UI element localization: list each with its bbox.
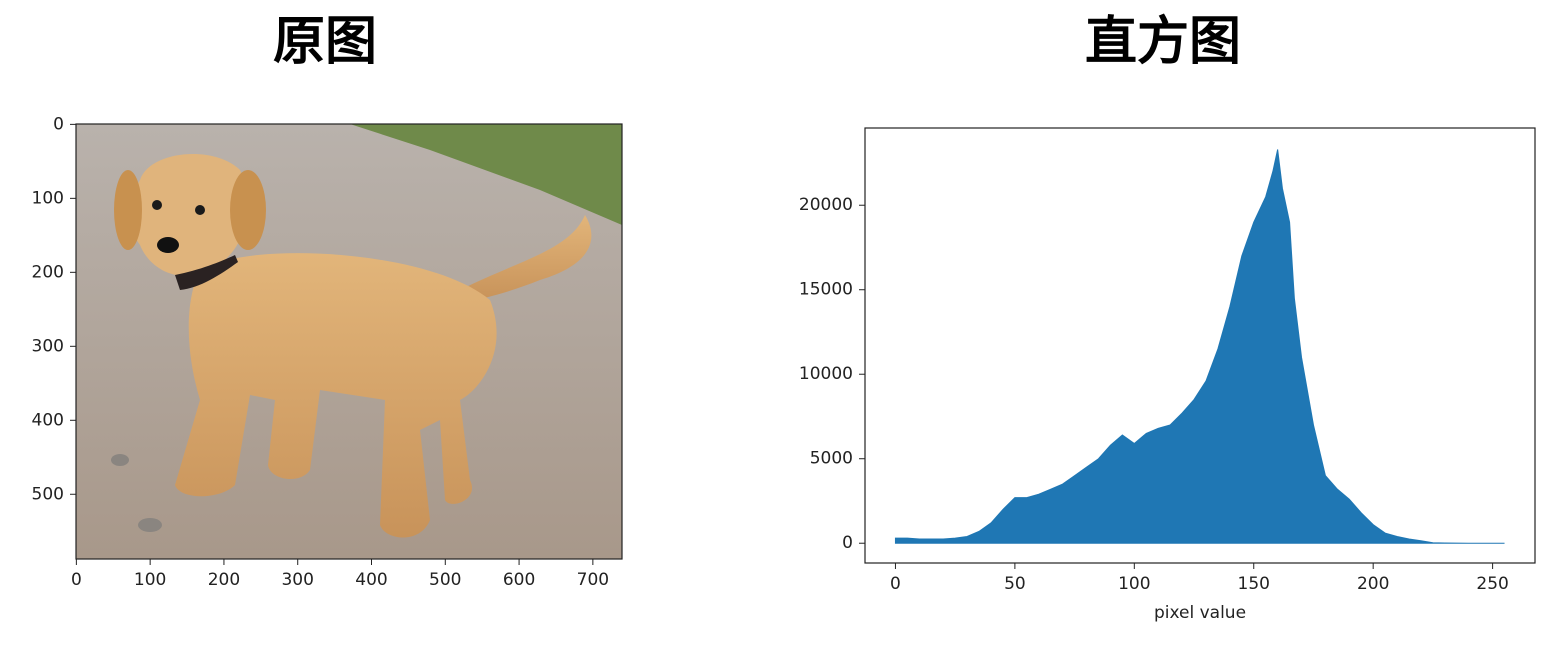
y-tick-label: 500 xyxy=(32,484,64,504)
x-tick-label: 300 xyxy=(281,570,313,590)
x-tick-label: 400 xyxy=(355,570,387,590)
axes-frame xyxy=(864,127,1536,564)
chart-title: 直方图 xyxy=(1085,12,1241,72)
x-tick-label: 200 xyxy=(208,570,240,590)
chart-title: 原图 xyxy=(273,12,377,72)
x-tick-label: 250 xyxy=(1476,574,1508,594)
y-tick-label: 400 xyxy=(32,410,64,430)
x-tick-label: 200 xyxy=(1357,574,1389,594)
x-tick-label: 600 xyxy=(503,570,535,590)
y-tick-label: 15000 xyxy=(799,280,853,300)
y-tick-label: 0 xyxy=(53,114,64,134)
x-tick-label: 150 xyxy=(1238,574,1270,594)
axes-frame xyxy=(75,123,623,560)
x-axis-label: pixel value xyxy=(1154,603,1246,623)
x-tick-label: 700 xyxy=(577,570,609,590)
y-tick-label: 0 xyxy=(842,533,853,553)
y-tick-label: 10000 xyxy=(799,364,853,384)
y-tick-label: 200 xyxy=(32,262,64,282)
x-tick-label: 100 xyxy=(134,570,166,590)
y-tick-label: 5000 xyxy=(810,449,853,469)
histogram-area xyxy=(894,149,1505,544)
x-tick-label: 0 xyxy=(71,570,82,590)
x-tick-label: 0 xyxy=(890,574,901,594)
y-tick-label: 300 xyxy=(32,336,64,356)
x-tick-label: 100 xyxy=(1118,574,1150,594)
photo xyxy=(76,124,622,559)
x-tick-label: 50 xyxy=(1004,574,1026,594)
y-tick-label: 100 xyxy=(32,188,64,208)
y-tick-label: 20000 xyxy=(799,195,853,215)
x-tick-label: 500 xyxy=(429,570,461,590)
